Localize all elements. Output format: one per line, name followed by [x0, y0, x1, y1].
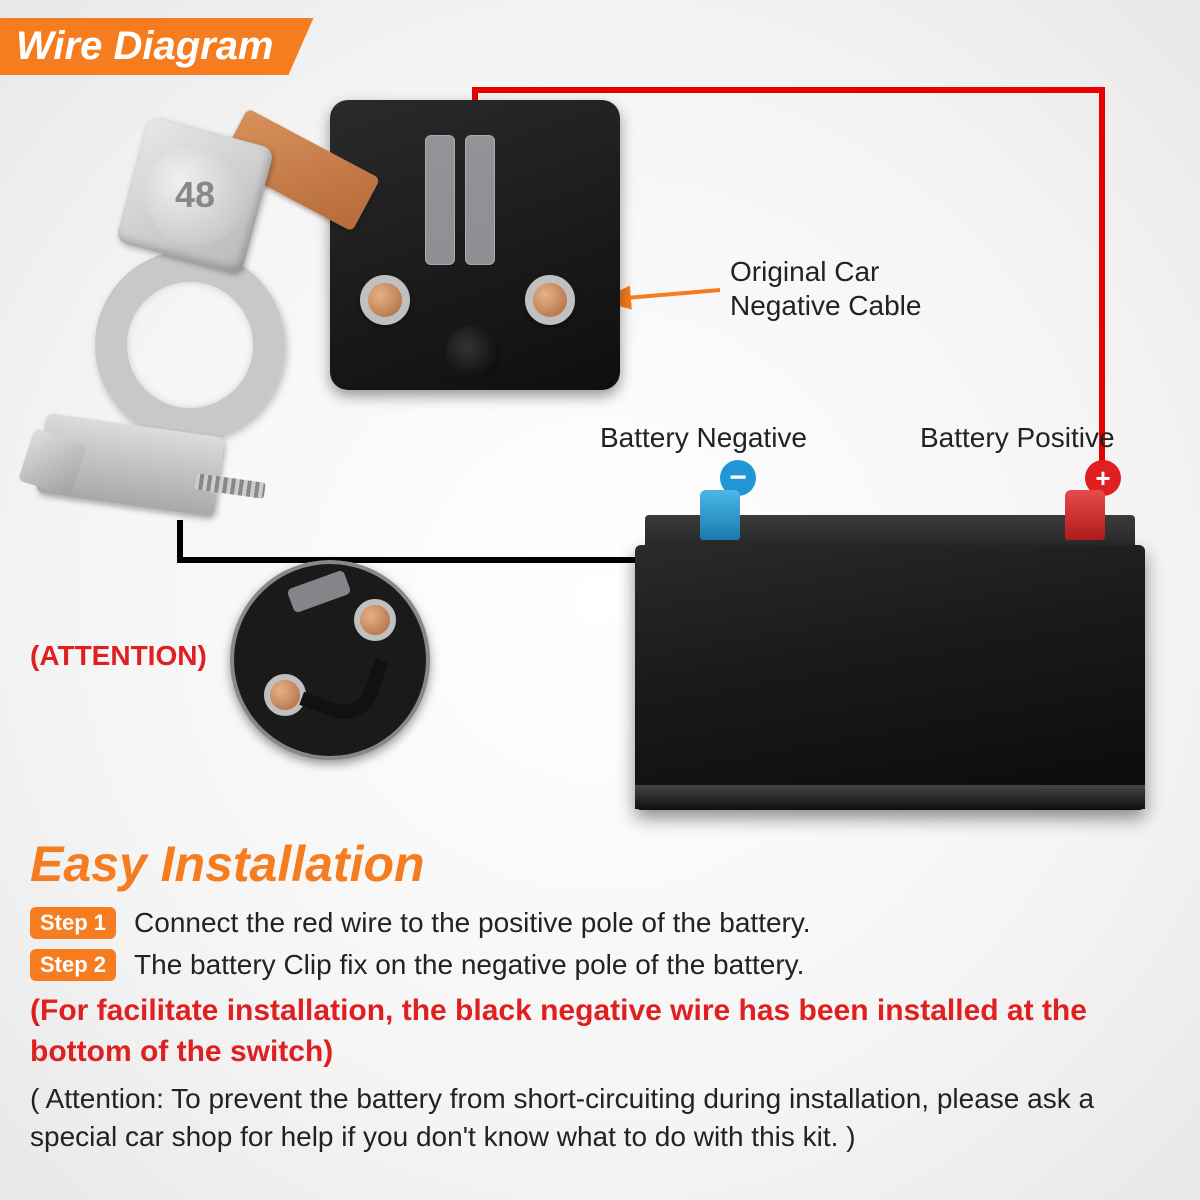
step-text: The battery Clip fix on the negative pol… — [134, 949, 804, 981]
fuse-icon — [465, 135, 495, 265]
attention-label: (ATTENTION) — [30, 640, 207, 672]
battery-terminal-negative — [700, 490, 740, 540]
wire-diagram: 48 Original Car Negative Cable Battery N… — [0, 70, 1200, 840]
step-row: Step 2 The battery Clip fix on the negat… — [30, 949, 1170, 981]
black-wire-grommet — [445, 325, 500, 380]
label-battery-positive: Battery Positive — [920, 422, 1115, 454]
detail-wire-icon — [299, 639, 389, 729]
label-line: Negative Cable — [730, 290, 921, 321]
detail-bolt-icon — [264, 674, 306, 716]
clamp-ring — [95, 250, 285, 440]
clamp-bolt-cap: 48 — [145, 145, 245, 245]
switch-box — [330, 100, 620, 390]
installation-title: Easy Installation — [30, 835, 1170, 893]
step-row: Step 1 Connect the red wire to the posit… — [30, 907, 1170, 939]
label-battery-negative: Battery Negative — [600, 422, 807, 454]
label-line: Original Car — [730, 256, 879, 287]
detail-bolt-icon — [354, 599, 396, 641]
step-badge: Step 2 — [30, 949, 116, 981]
attention-detail-circle — [230, 560, 430, 760]
terminal-bolt-left — [360, 275, 410, 325]
detail-fuse-icon — [287, 569, 352, 613]
installation-section: Easy Installation Step 1 Connect the red… — [30, 835, 1170, 1156]
battery-body — [635, 545, 1145, 810]
label-original-negative-cable: Original Car Negative Cable — [730, 255, 921, 322]
clamp-bolt-hex: 48 — [115, 115, 274, 274]
step-badge: Step 1 — [30, 907, 116, 939]
car-battery — [635, 490, 1145, 810]
step-text: Connect the red wire to the positive pol… — [134, 907, 811, 939]
battery-ridge — [635, 785, 1145, 809]
note-text: ( Attention: To prevent the battery from… — [30, 1080, 1170, 1156]
terminal-bolt-right — [525, 275, 575, 325]
battery-clamp: 48 — [40, 130, 340, 470]
warning-text: (For facilitate installation, the black … — [30, 991, 1170, 1072]
header-banner: Wire Diagram — [0, 18, 314, 75]
fuse-icon — [425, 135, 455, 265]
callout-arrow — [603, 290, 720, 300]
battery-terminal-positive — [1065, 490, 1105, 540]
